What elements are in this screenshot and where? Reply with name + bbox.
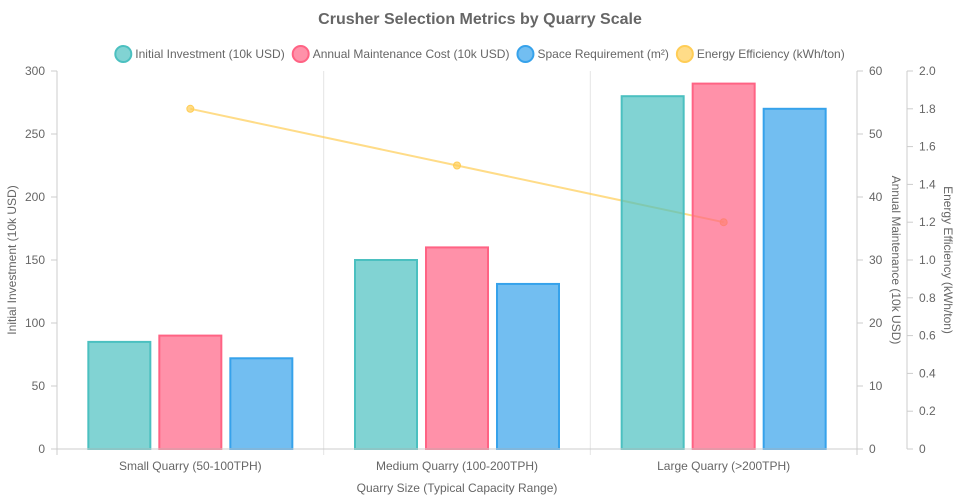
y-left-tick-label: 200 <box>25 190 45 204</box>
bar <box>691 82 756 450</box>
line-point <box>453 161 461 170</box>
x-tick-label: Medium Quarry (100-200TPH) <box>376 459 538 473</box>
y-left-tick-label: 250 <box>25 127 45 141</box>
legend-item: Annual Maintenance Cost (10k USD) <box>291 45 510 63</box>
legend-label: Energy Efficiency (kWh/ton) <box>697 47 845 61</box>
bar <box>762 107 827 451</box>
bar <box>425 246 489 450</box>
legend-marker-icon <box>675 45 694 63</box>
bar <box>354 259 418 450</box>
y-right2-tick-label: 2.0 <box>919 64 936 78</box>
y-right1-tick-label: 50 <box>869 127 883 141</box>
y-right2-axis-label: Energy Efficiency (kWh/ton) <box>941 186 955 334</box>
x-axis-label: Quarry Size (Typical Capacity Range) <box>357 481 558 495</box>
y-left-tick-label: 0 <box>38 442 45 456</box>
y-right1-tick-label: 40 <box>869 190 883 204</box>
y-right2-tick-label: 0 <box>919 442 926 456</box>
bar <box>620 95 685 450</box>
y-right1-tick-label: 10 <box>869 379 883 393</box>
legend-label: Space Requirement (m²) <box>537 47 668 61</box>
y-right1-tick-label: 20 <box>869 316 883 330</box>
y-right2-tick-label: 1.4 <box>919 177 936 191</box>
legend-item: Energy Efficiency (kWh/ton) <box>675 45 845 63</box>
line-point <box>186 104 195 113</box>
legend-marker-icon <box>291 45 310 63</box>
x-tick-label: Small Quarry (50-100TPH) <box>119 459 262 473</box>
legend-label: Annual Maintenance Cost (10k USD) <box>313 47 510 61</box>
y-left-tick-label: 150 <box>25 253 45 267</box>
y-left-tick-label: 100 <box>25 316 45 330</box>
y-left-tick-label: 300 <box>25 64 45 78</box>
y-right1-axis-label: Annual Maintenance (10k USD) <box>889 176 903 345</box>
legend-marker-icon <box>516 45 535 63</box>
chart-title: Crusher Selection Metrics by Quarry Scal… <box>318 11 642 28</box>
y-right2-tick-label: 0.2 <box>919 404 936 418</box>
y-left-tick-label: 50 <box>32 379 46 393</box>
bar <box>229 357 294 450</box>
legend: Initial Investment (10k USD) Annual Maint… <box>114 45 845 63</box>
legend-marker-icon <box>114 45 133 63</box>
y-right2-tick-label: 1.6 <box>919 140 936 154</box>
axes: Small Quarry (50-100TPH) Medium Quarry (1… <box>25 64 936 473</box>
legend-label: Initial Investment (10k USD) <box>135 47 284 61</box>
legend-item: Initial Investment (10k USD) <box>114 45 285 63</box>
x-tick-label: Large Quarry (>200TPH) <box>657 459 790 473</box>
bar <box>87 340 152 450</box>
legend-item: Space Requirement (m²) <box>516 45 669 63</box>
y-right2-tick-label: 1.8 <box>919 102 936 116</box>
y-right2-tick-label: 1.2 <box>919 215 936 229</box>
bar <box>158 334 223 451</box>
bar <box>496 282 560 450</box>
y-right1-tick-label: 0 <box>869 442 876 456</box>
y-right1-tick-label: 60 <box>869 64 883 78</box>
bars <box>87 82 827 451</box>
y-right2-tick-label: 0.6 <box>919 329 936 343</box>
y-right2-tick-label: 0.8 <box>919 291 936 305</box>
y-right2-tick-label: 1.0 <box>919 253 936 267</box>
y-left-axis-label: Initial Investment (10k USD) <box>5 185 19 334</box>
y-right1-tick-label: 30 <box>869 253 883 267</box>
y-right2-tick-label: 0.4 <box>919 366 936 380</box>
